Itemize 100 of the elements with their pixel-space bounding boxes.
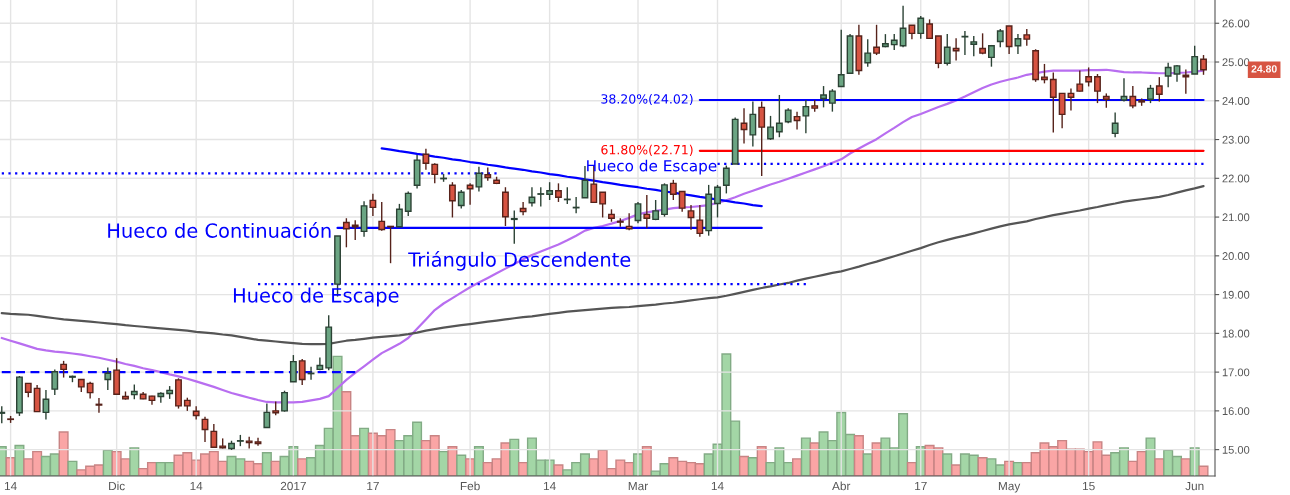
candlestick bbox=[749, 100, 757, 148]
x-tick-label: 17 bbox=[367, 481, 379, 491]
bar bbox=[853, 435, 864, 476]
candlestick bbox=[395, 203, 403, 228]
candlestick bbox=[864, 38, 872, 68]
y-tick-label: 20.00 bbox=[1222, 252, 1250, 260]
candlestick bbox=[378, 201, 386, 232]
candlestick bbox=[555, 182, 562, 203]
candlestick bbox=[1200, 54, 1207, 76]
y-tick-label: 23.00 bbox=[1222, 135, 1250, 144]
candlestick bbox=[687, 204, 695, 231]
candlestick bbox=[369, 193, 377, 217]
candlestick bbox=[157, 391, 165, 404]
candlestick bbox=[1041, 63, 1048, 85]
y-tick-label: 22.00 bbox=[1222, 174, 1250, 183]
candlestick bbox=[1076, 69, 1084, 93]
candlestick bbox=[1147, 84, 1154, 104]
candlestick bbox=[1085, 66, 1093, 88]
x-tick-label: Mar bbox=[628, 481, 648, 491]
annotation: Hueco de Escape bbox=[587, 159, 717, 175]
candlestick bbox=[51, 368, 59, 396]
candlestick bbox=[696, 204, 704, 238]
annotation: Hueco de Continuación bbox=[108, 222, 331, 238]
candlestick bbox=[519, 201, 527, 216]
y-tick-label: 24.00 bbox=[1222, 97, 1250, 105]
bar bbox=[129, 447, 140, 476]
candlestick bbox=[510, 209, 518, 245]
candlestick bbox=[475, 165, 483, 193]
candlestick bbox=[1094, 73, 1101, 104]
candlestick bbox=[457, 189, 465, 210]
x-tick-label: 14 bbox=[190, 481, 203, 491]
candlestick bbox=[828, 88, 836, 113]
candlestick bbox=[1164, 62, 1172, 88]
candlestick bbox=[33, 384, 41, 413]
x-tick-label: Dic bbox=[109, 481, 125, 491]
x-tick-label: 2017 bbox=[280, 481, 306, 491]
candlestick bbox=[917, 15, 925, 40]
candlestick bbox=[996, 28, 1004, 48]
x-tick-label: 15 bbox=[1082, 481, 1095, 491]
candlestick bbox=[1155, 76, 1163, 103]
candlestick bbox=[678, 190, 686, 213]
bar bbox=[942, 453, 953, 476]
candlestick bbox=[537, 186, 545, 208]
candlestick bbox=[1005, 25, 1013, 55]
candlestick bbox=[289, 354, 297, 383]
bar bbox=[1145, 437, 1156, 476]
x-tick-label: 17 bbox=[915, 481, 927, 491]
candlestick bbox=[961, 30, 969, 56]
y-tick-label: 16.00 bbox=[1222, 407, 1250, 416]
y-tick-label: 21.00 bbox=[1222, 213, 1250, 222]
candlestick bbox=[837, 29, 845, 88]
bar bbox=[58, 431, 69, 476]
text: 24.80 bbox=[1251, 65, 1277, 73]
candlestick bbox=[775, 94, 783, 138]
candlestick bbox=[1191, 45, 1199, 75]
candlestick bbox=[104, 366, 112, 391]
candlestick bbox=[298, 358, 306, 386]
candlestick bbox=[281, 390, 288, 413]
candlestick bbox=[820, 85, 827, 109]
annotation: Hueco de Escape bbox=[233, 287, 399, 307]
candlestick bbox=[802, 99, 810, 135]
candlestick bbox=[873, 24, 881, 56]
x-tick-label: May bbox=[998, 481, 1021, 493]
series-label: 38.20%(24.02) bbox=[601, 93, 693, 106]
candlestick bbox=[210, 423, 218, 449]
candlestick bbox=[263, 402, 271, 429]
x-tick-label: 14 bbox=[4, 481, 17, 491]
candlestick bbox=[254, 436, 262, 447]
candlestick bbox=[245, 436, 253, 450]
candlestick bbox=[899, 5, 907, 48]
candlestick bbox=[722, 164, 730, 195]
y-tick-label: 25.00 bbox=[1222, 58, 1250, 67]
candlestick bbox=[1120, 77, 1128, 103]
candlestick bbox=[404, 190, 412, 217]
candlestick bbox=[342, 217, 350, 248]
candlestick bbox=[970, 35, 978, 57]
y-tick-label: 15.00 bbox=[1222, 445, 1250, 454]
y-tick-label: 19.00 bbox=[1222, 290, 1250, 299]
y-tick-label: 18.00 bbox=[1222, 329, 1250, 338]
candlestick bbox=[1129, 85, 1137, 109]
y-tick-label: 26.00 bbox=[1222, 19, 1250, 28]
candlestick bbox=[448, 181, 456, 219]
bar bbox=[553, 464, 564, 476]
candlestick bbox=[714, 184, 721, 219]
bar bbox=[509, 438, 520, 476]
series-label: 61.80%(22.71) bbox=[601, 144, 693, 156]
x-tick-label: Jun bbox=[1185, 481, 1204, 491]
candlestick bbox=[926, 18, 934, 40]
candlestick bbox=[943, 33, 951, 67]
candlestick bbox=[422, 148, 430, 171]
candlestick bbox=[1111, 111, 1119, 138]
candlestick bbox=[767, 115, 774, 141]
line-series bbox=[0, 184, 1205, 346]
candlestick bbox=[431, 162, 439, 185]
candlestick bbox=[758, 100, 766, 177]
x-tick-label: Feb bbox=[460, 481, 480, 491]
candlestick bbox=[95, 397, 103, 414]
bar bbox=[261, 452, 272, 476]
candlestick bbox=[1049, 71, 1057, 134]
candlestick bbox=[643, 194, 651, 230]
